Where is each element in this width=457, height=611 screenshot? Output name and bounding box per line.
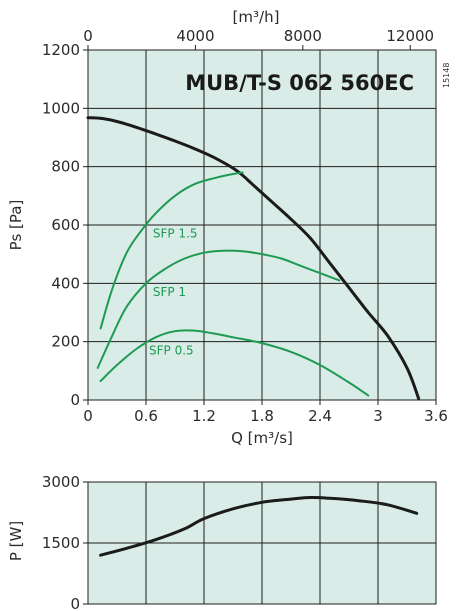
y-tick-label: 400 [51,274,80,292]
top-tick-label: 8000 [284,27,322,45]
sfp-label: SFP 0.5 [149,343,194,357]
power-y-tick-label: 0 [70,595,80,611]
x-tick-label: 0.6 [134,407,158,425]
top-tick-label: 12000 [386,27,434,45]
chart-code: 15148 [442,63,451,88]
power-ticks: 0 1500 3000 [42,473,88,611]
power-y-axis-label: P [W] [7,521,25,561]
y-tick-label: 0 [70,391,80,409]
x-tick-label: 1.8 [250,407,274,425]
x-tick-label: 0 [83,407,93,425]
sfp-label: SFP 1.5 [153,227,198,241]
power-series [99,495,419,557]
fan-curve [86,116,421,400]
power-y-tick-label: 3000 [42,473,80,491]
sfp-curve [99,171,244,330]
x-tick-label: 1.2 [192,407,216,425]
power-y-tick-label: 1500 [42,534,80,552]
x-axis-label: Q [m³/s] [231,429,293,447]
y-tick-label: 600 [51,216,80,234]
top-axis-label: [m³/h] [233,8,280,26]
y-tick-label: 1000 [42,99,80,117]
x-tick-label: 3 [373,407,383,425]
y-tick-label: 800 [51,158,80,176]
y-axis-label: Ps [Pa] [7,200,25,251]
top-tick-label: 4000 [176,27,214,45]
sfp-curve [99,329,370,397]
power-curve [99,495,419,557]
y-tick-label: 200 [51,333,80,351]
x-tick-label: 3.6 [424,407,448,425]
pressure-chart: SFP 1.5 SFP 1 SFP 0.5 0 0.6 1.2 1.8 2.4 3 3.6 0 20… [7,8,451,447]
y-tick-label: 1200 [42,41,80,59]
pressure-series: SFP 1.5 SFP 1 SFP 0.5 [86,116,421,400]
sfp-curve [96,249,341,369]
chart-title: MUB/T-S 062 560EC [185,71,414,95]
power-grid [87,481,437,605]
power-chart: 0 1500 3000 P [W] [7,473,437,611]
x-tick-label: 2.4 [308,407,332,425]
top-tick-label: 0 [83,27,93,45]
sfp-label: SFP 1 [153,285,186,299]
